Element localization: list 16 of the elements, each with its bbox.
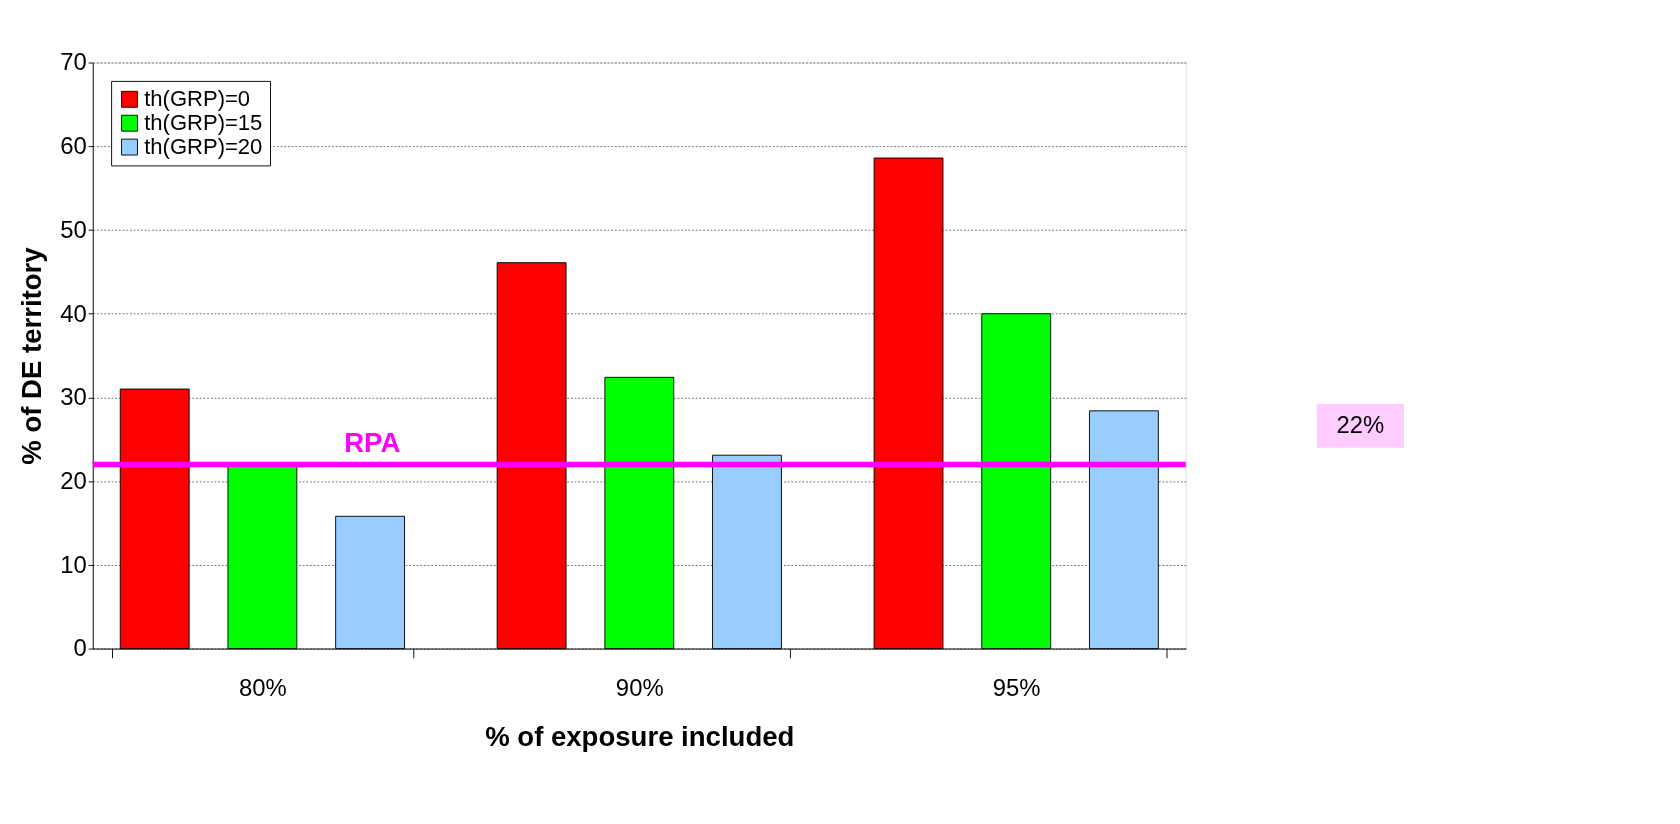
y-tick-label: 10 [60,550,87,578]
x-tick-label: 80% [238,673,287,701]
x-axis-title: % of exposure included [485,720,795,752]
x-tick-label: 95% [992,673,1041,701]
y-tick-label: 40 [60,299,87,327]
y-tick-label: 70 [60,48,87,76]
legend-label: th(GRP)=0 [144,85,251,111]
ref-line-label: RPA [344,426,401,458]
y-tick-label: 60 [60,132,87,160]
x-tick-label: 90% [615,673,664,701]
y-tick-label: 20 [60,466,87,494]
y-tick-label: 0 [73,634,87,662]
y-axis-title: % of DE territory [15,246,47,465]
y-tick-label: 30 [60,383,87,411]
y-tick-label: 50 [60,215,87,243]
text: 22% [1336,411,1385,439]
